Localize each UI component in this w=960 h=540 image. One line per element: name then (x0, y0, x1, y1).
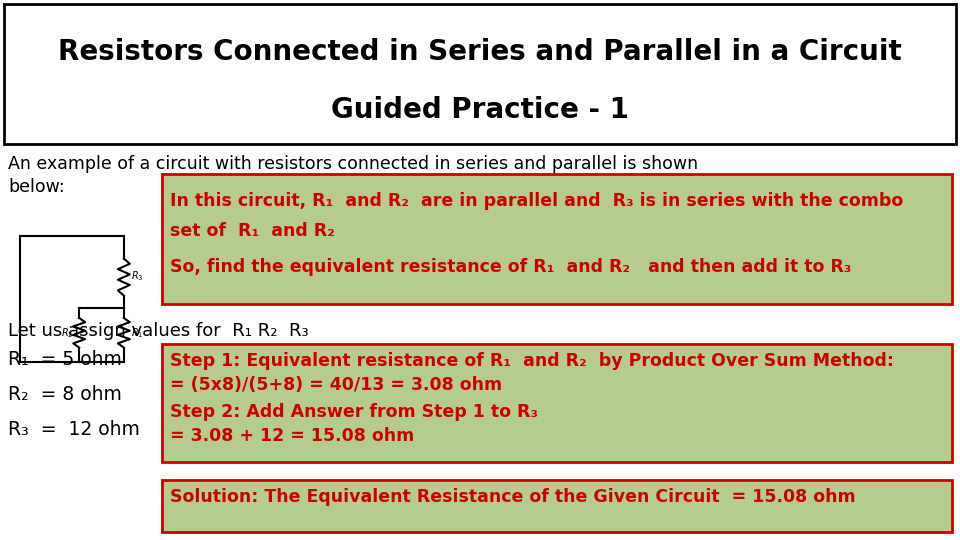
Text: R₃  =  12 ohm: R₃ = 12 ohm (8, 420, 140, 439)
Text: An example of a circuit with resistors connected in series and parallel is shown: An example of a circuit with resistors c… (8, 155, 698, 173)
Text: set of  R₁  and R₂: set of R₁ and R₂ (170, 222, 335, 240)
FancyBboxPatch shape (162, 174, 952, 304)
Text: R₂  = 8 ohm: R₂ = 8 ohm (8, 385, 122, 404)
FancyBboxPatch shape (4, 4, 956, 144)
Text: So, find the equivalent resistance of R₁  and R₂   and then add it to R₃: So, find the equivalent resistance of R₁… (170, 258, 852, 276)
FancyBboxPatch shape (162, 480, 952, 532)
Text: Solution: The Equivalent Resistance of the Given Circuit  = 15.08 ohm: Solution: The Equivalent Resistance of t… (170, 488, 855, 506)
Text: Step 1: Equivalent resistance of R₁  and R₂  by Product Over Sum Method:: Step 1: Equivalent resistance of R₁ and … (170, 352, 894, 370)
Text: below:: below: (8, 178, 64, 196)
Text: Let us assign values for  R₁ R₂  R₃: Let us assign values for R₁ R₂ R₃ (8, 322, 308, 340)
Text: Guided Practice - 1: Guided Practice - 1 (331, 96, 629, 124)
Text: Resistors Connected in Series and Parallel in a Circuit: Resistors Connected in Series and Parall… (59, 38, 901, 66)
Text: $R_3$: $R_3$ (132, 269, 144, 284)
Text: Step 2: Add Answer from Step 1 to R₃: Step 2: Add Answer from Step 1 to R₃ (170, 403, 538, 421)
Text: $R_1$: $R_1$ (132, 326, 144, 340)
Text: In this circuit, R₁  and R₂  are in parallel and  R₃ is in series with the combo: In this circuit, R₁ and R₂ are in parall… (170, 192, 903, 210)
Text: = (5x8)/(5+8) = 40/13 = 3.08 ohm: = (5x8)/(5+8) = 40/13 = 3.08 ohm (170, 376, 502, 394)
Text: = 3.08 + 12 = 15.08 ohm: = 3.08 + 12 = 15.08 ohm (170, 427, 415, 445)
Text: $R_2$: $R_2$ (61, 326, 74, 340)
Text: R₁  = 5 ohm: R₁ = 5 ohm (8, 350, 122, 369)
FancyBboxPatch shape (162, 344, 952, 462)
